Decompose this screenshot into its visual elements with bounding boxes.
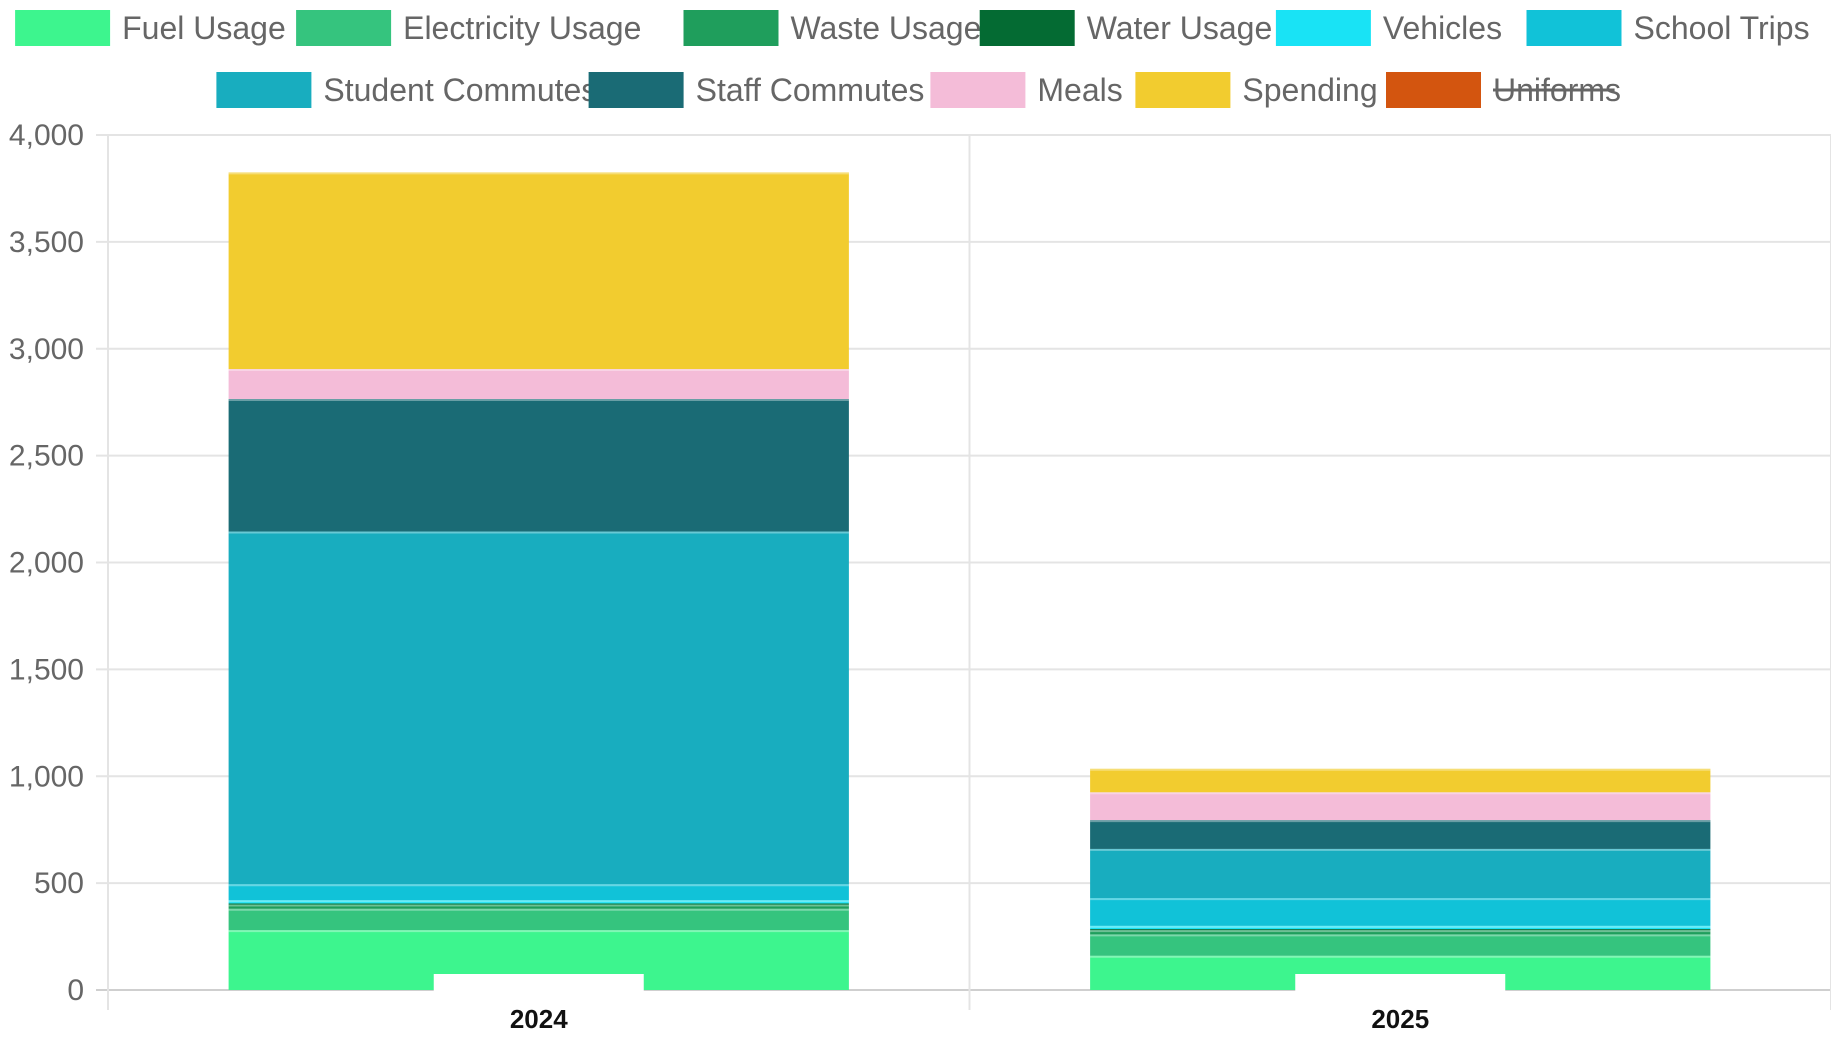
bar-segment-electricity-usage-2024[interactable] xyxy=(228,908,849,931)
legend-label: Meals xyxy=(1037,72,1122,108)
bar-segment-vehicles-2024[interactable] xyxy=(228,900,849,904)
legend-label: Vehicles xyxy=(1383,10,1502,46)
legend-swatch xyxy=(683,10,779,46)
legend-label: Water Usage xyxy=(1087,10,1273,46)
bar-segment-water-usage-2024[interactable] xyxy=(228,903,849,905)
legend-item-uniforms[interactable]: Uniforms xyxy=(1386,72,1621,108)
y-tick-label: 3,000 xyxy=(9,333,84,366)
bar-segment-waste-usage-2025[interactable] xyxy=(1090,930,1711,935)
legend-item-fuel-usage[interactable]: Fuel Usage xyxy=(15,10,286,46)
legend-label: Student Commutes xyxy=(323,72,597,108)
legend-swatch xyxy=(216,72,312,108)
bar-segment-water-usage-2025[interactable] xyxy=(1090,929,1711,931)
category-label-background xyxy=(1295,974,1506,1032)
category-label-background xyxy=(433,974,644,1032)
legend-swatch xyxy=(296,10,392,46)
bars-layer xyxy=(228,172,1711,990)
y-tick-label: 2,500 xyxy=(9,440,84,473)
legend-label: Electricity Usage xyxy=(403,10,641,46)
legend-label: Staff Commutes xyxy=(696,72,925,108)
legend-swatch xyxy=(588,72,684,108)
bar-segment-school-trips-2025[interactable] xyxy=(1090,898,1711,926)
y-tick-label: 500 xyxy=(34,867,84,900)
legend-item-spending[interactable]: Spending xyxy=(1135,72,1378,108)
bar-segment-school-trips-2024[interactable] xyxy=(228,884,849,901)
legend-item-waste-usage[interactable]: Waste Usage xyxy=(683,10,982,46)
bar-segment-spending-2025[interactable] xyxy=(1090,768,1711,793)
legend-item-vehicles[interactable]: Vehicles xyxy=(1275,10,1502,46)
legend-item-staff-commutes[interactable]: Staff Commutes xyxy=(588,72,925,108)
legend-swatch xyxy=(1135,72,1231,108)
legend-item-meals[interactable]: Meals xyxy=(930,72,1123,108)
legend-label: School Trips xyxy=(1634,10,1810,46)
legend-item-water-usage[interactable]: Water Usage xyxy=(979,10,1273,46)
x-category-label: 2024 xyxy=(510,1004,568,1034)
x-category-label: 2025 xyxy=(1371,1004,1429,1034)
legend-swatch xyxy=(1275,10,1371,46)
y-tick-label: 3,500 xyxy=(9,226,84,259)
bar-segment-spending-2024[interactable] xyxy=(228,172,849,370)
axis-layer: 0 500 1,000 1,500 2,000 2,500 3,000 3,500 4,000 2… xyxy=(9,119,1506,1034)
legend-swatch xyxy=(930,72,1026,108)
y-tick-label: 4,000 xyxy=(9,119,84,152)
legend-label: Waste Usage xyxy=(791,10,982,46)
legend-swatch xyxy=(15,10,111,46)
bar-segment-staff-commutes-2025[interactable] xyxy=(1090,820,1711,849)
bar-segment-meals-2024[interactable] xyxy=(228,369,849,399)
y-tick-label: 0 xyxy=(67,974,84,1007)
legend-swatch xyxy=(1386,72,1481,108)
bar-segment-vehicles-2025[interactable] xyxy=(1090,925,1711,930)
legend-swatch xyxy=(979,10,1075,46)
bar-segment-student-commutes-2024[interactable] xyxy=(228,531,849,885)
legend-label: Spending xyxy=(1242,72,1377,108)
legend-item-student-commutes[interactable]: Student Commutes xyxy=(216,72,597,108)
y-tick-label: 2,000 xyxy=(9,547,84,580)
y-tick-label: 1,500 xyxy=(9,653,84,686)
bar-segment-meals-2025[interactable] xyxy=(1090,792,1711,821)
legend-label: Fuel Usage xyxy=(122,10,286,46)
legend-item-electricity-usage[interactable]: Electricity Usage xyxy=(296,10,641,46)
legend-item-school-trips[interactable]: School Trips xyxy=(1526,10,1810,46)
y-tick-label: 1,000 xyxy=(9,760,84,793)
bar-segment-waste-usage-2024[interactable] xyxy=(228,904,849,909)
bar-segment-electricity-usage-2025[interactable] xyxy=(1090,934,1711,956)
bar-segment-staff-commutes-2024[interactable] xyxy=(228,398,849,532)
legend-swatch xyxy=(1526,10,1622,46)
legend: Fuel Usage Electricity Usage Waste Usage Wa… xyxy=(15,10,1810,108)
bar-segment-student-commutes-2025[interactable] xyxy=(1090,848,1711,899)
